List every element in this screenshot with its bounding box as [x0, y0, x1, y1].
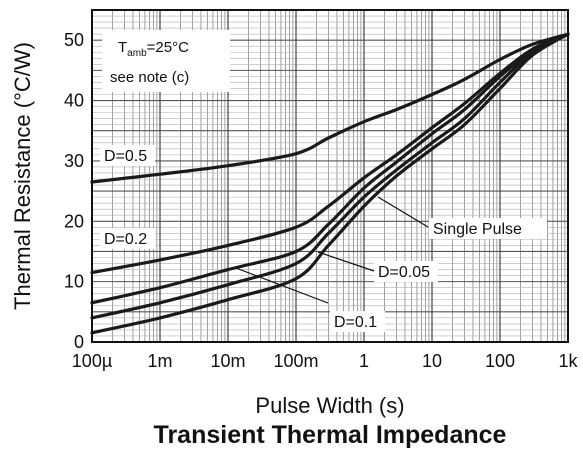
series-annotations: D=0.5 D=0.2 D=0.05 D=0.1 Single Pulse	[100, 145, 547, 332]
note-box-background	[102, 30, 230, 92]
label-d-0-1: D=0.1	[334, 314, 377, 331]
label-single-pulse: Single Pulse	[433, 221, 522, 238]
x-tick-label: 1m	[147, 351, 172, 371]
x-tick-label: 100µ	[72, 351, 112, 371]
ambient-temperature-label: Tamb=25°C	[118, 39, 189, 59]
y-axis-title: Thermal Resistance (°C/W)	[10, 42, 35, 310]
x-tick-label: 1	[359, 351, 369, 371]
x-tick-label: 10	[422, 351, 442, 371]
label-d-0-05-leader	[317, 251, 375, 272]
series-line-single-pulse	[90, 32, 570, 335]
y-tick-label: 30	[64, 151, 84, 171]
series-line-d-0-2	[90, 32, 570, 275]
series-line-d-0-1	[90, 32, 570, 305]
label-d-0-05: D=0.05	[378, 264, 430, 281]
x-tick-label: 100	[485, 351, 515, 371]
x-tick-label: 100m	[273, 351, 318, 371]
x-tick-label: 1k	[558, 351, 578, 371]
y-tick-label: 0	[74, 332, 84, 352]
label-d-0-5: D=0.5	[104, 148, 147, 165]
x-tick-label: 10m	[210, 351, 245, 371]
label-d-0-2: D=0.2	[104, 231, 147, 248]
y-tick-label: 50	[64, 30, 84, 50]
plot-frame	[91, 9, 569, 343]
series-line-d-0-5	[90, 32, 570, 184]
series-line-d-0-05	[90, 32, 570, 320]
y-tick-labels: 0 10 20 30 40 50	[64, 30, 84, 352]
y-tick-label: 20	[64, 211, 84, 231]
series-lines	[90, 32, 570, 335]
y-tick-label: 10	[64, 272, 84, 292]
label-single-pulse-leader	[377, 196, 429, 228]
note-box: Tamb=25°C see note (c)	[102, 30, 230, 92]
label-d-0-2-background	[100, 228, 155, 249]
x-tick-labels: 100µ 1m 10m 100m 1 10 100 1k	[72, 351, 579, 371]
label-d-0-5-background	[100, 145, 155, 166]
label-d-0-05-background	[374, 261, 438, 282]
x-axis-title: Pulse Width (s)	[255, 393, 404, 418]
y-tick-label: 40	[64, 91, 84, 111]
see-note-label: see note (c)	[110, 69, 189, 86]
label-single-pulse-background	[429, 218, 547, 239]
chart-title: Transient Thermal Impedance	[154, 421, 507, 449]
label-d-0-1-leader	[235, 267, 329, 304]
label-d-0-1-background	[330, 311, 385, 332]
